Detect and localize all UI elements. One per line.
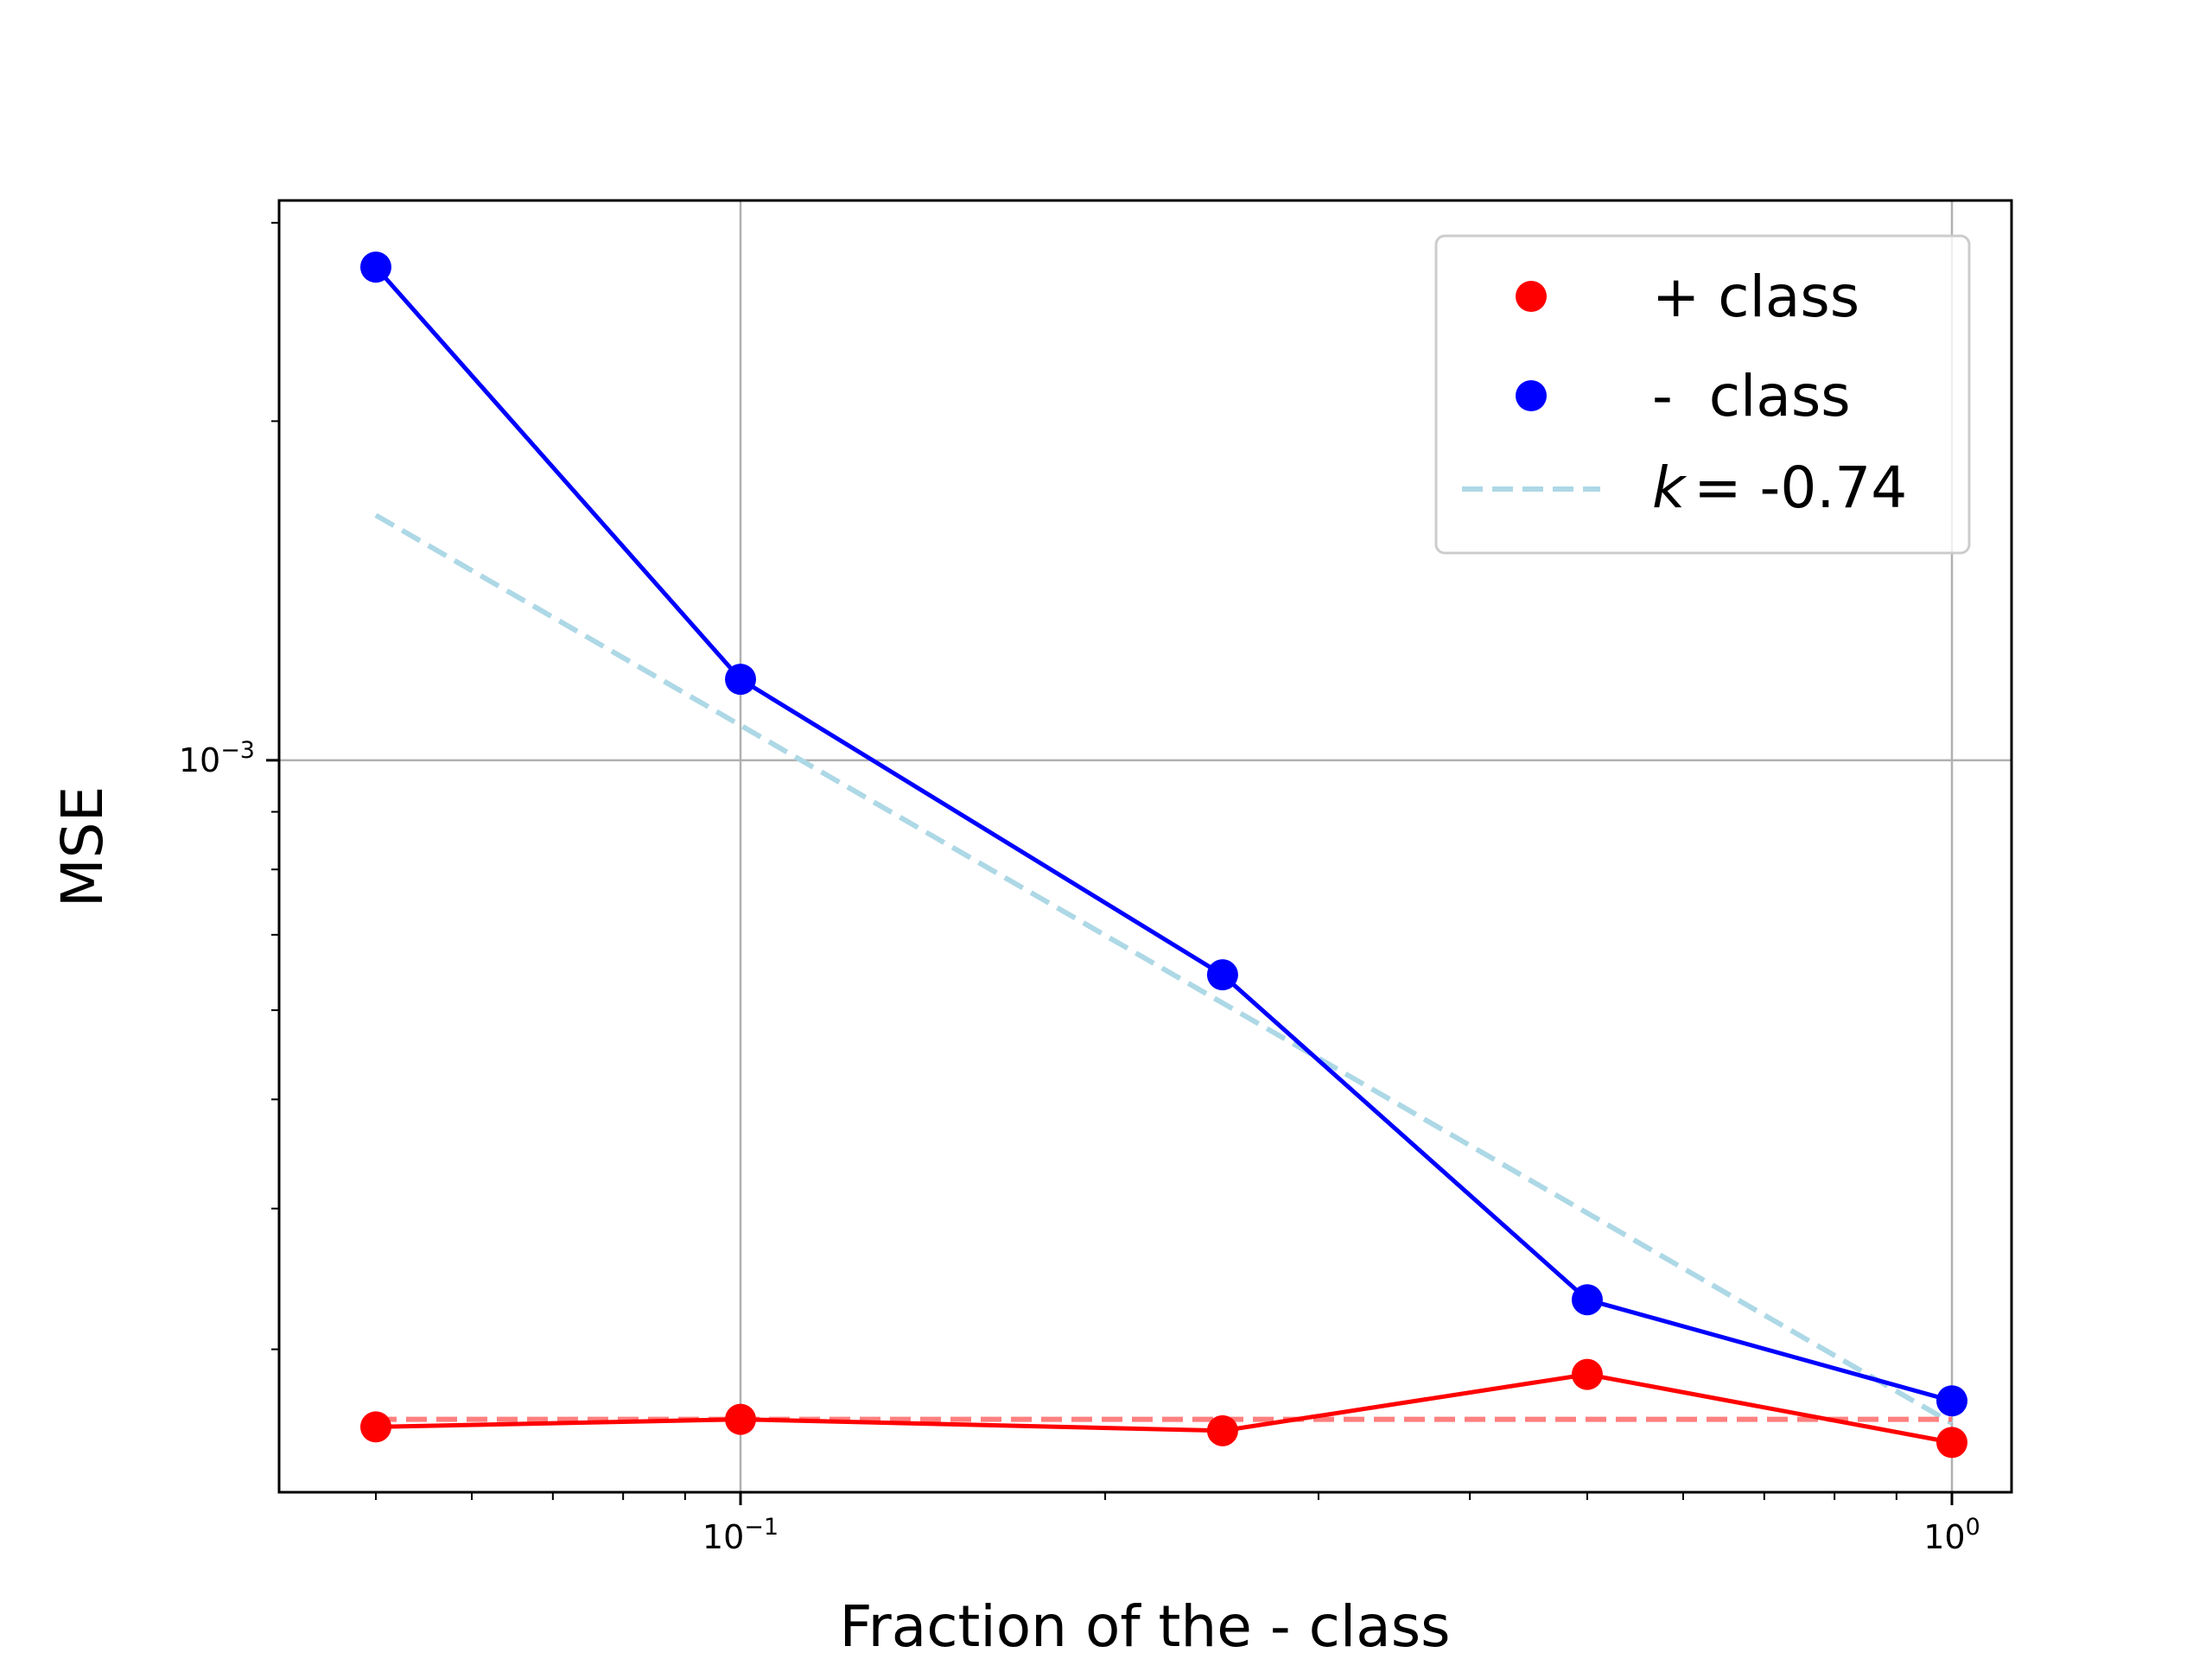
data-point-minus-class bbox=[725, 664, 757, 696]
data-point-minus-class bbox=[1571, 1284, 1603, 1316]
data-point-minus-class bbox=[1206, 959, 1238, 991]
series bbox=[359, 251, 1967, 1459]
data-point-plus-class bbox=[1571, 1358, 1603, 1390]
data-point-plus-class bbox=[1936, 1427, 1967, 1459]
legend-item-minus-class-marker bbox=[1516, 380, 1547, 411]
x-axis-label: Fraction of the - class bbox=[840, 1593, 1451, 1659]
legend-item-plus-class-marker bbox=[1516, 281, 1547, 312]
data-point-plus-class bbox=[1206, 1414, 1238, 1446]
data-point-minus-class bbox=[1936, 1385, 1967, 1417]
legend-box bbox=[1434, 234, 1971, 555]
legend-item-minus-class-label: - class bbox=[1652, 363, 1851, 429]
plot-frame bbox=[277, 199, 2013, 1494]
x-tick-label: 10−1 bbox=[702, 1514, 779, 1556]
data-point-plus-class bbox=[359, 1411, 391, 1443]
x-tick-label: 100 bbox=[1923, 1514, 1980, 1556]
y-axis-label: MSE bbox=[49, 786, 116, 908]
fit-line-k bbox=[374, 512, 1954, 1426]
fit-lines bbox=[374, 512, 1954, 1426]
y-tick-label: 10−3 bbox=[179, 737, 255, 779]
legend-item-plus-class-label: + class bbox=[1652, 264, 1859, 330]
legend-item-fit-label: k = -0.74 bbox=[1652, 454, 1907, 521]
ticks: 10−1 100 10−3 bbox=[179, 737, 1980, 1556]
legend: + class - class k = -0.74 bbox=[1434, 234, 1971, 555]
data-point-plus-class bbox=[725, 1403, 757, 1435]
data-point-minus-class bbox=[359, 251, 391, 283]
